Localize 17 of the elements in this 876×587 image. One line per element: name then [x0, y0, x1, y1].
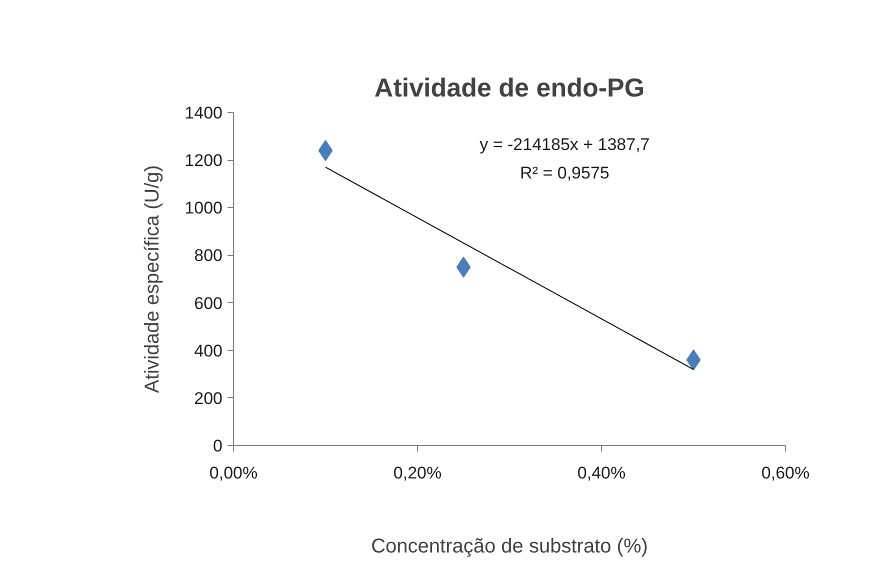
y-tick-label: 200 — [194, 388, 223, 408]
y-tick-label: 600 — [194, 294, 223, 313]
chart-title: Atividade de endo-PG — [374, 72, 645, 102]
x-tick-label: 0,00% — [209, 464, 258, 482]
x-axis-title: Concentração de substrato (%) — [371, 536, 648, 558]
x-tick-label: 0,40% — [577, 464, 626, 482]
x-tick-label: 0,60% — [761, 464, 810, 482]
x-tick-label: 0,20% — [393, 464, 442, 482]
y-tick-label: 1400 — [184, 104, 223, 122]
y-tick-label: 1000 — [184, 198, 223, 218]
y-tick-label: 1200 — [184, 151, 223, 170]
annotation: R² = 0,9575 — [520, 163, 610, 182]
y-tick-label: 400 — [194, 341, 223, 360]
y-axis-title: Atividade específica (U/g) — [142, 165, 164, 393]
y-tick-label: 800 — [194, 246, 223, 266]
annotation: y = -214185x + 1387,7 — [480, 135, 650, 154]
y-tick-label: 0 — [213, 436, 223, 456]
